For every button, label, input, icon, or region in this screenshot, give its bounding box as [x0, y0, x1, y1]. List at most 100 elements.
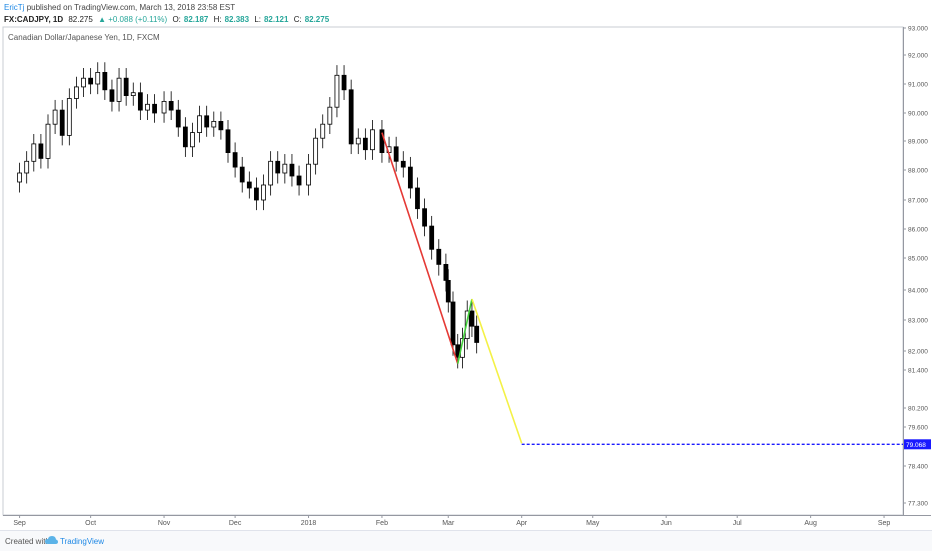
- chart-title: Canadian Dollar/Japanese Yen, 1D, FXCM: [8, 33, 160, 42]
- candle-body: [239, 166, 245, 183]
- candle-body: [348, 89, 354, 145]
- y-tick-label: 92.000: [908, 53, 928, 60]
- footer-bar: Created with TradingView: [0, 530, 932, 551]
- candle-body: [17, 172, 22, 183]
- candle-body: [161, 101, 167, 114]
- candle-body: [182, 126, 188, 148]
- candle-body: [334, 74, 340, 108]
- candle-body: [88, 77, 94, 85]
- candle-body: [197, 115, 202, 134]
- x-tick-label: Apr: [516, 520, 528, 527]
- candle-body: [370, 129, 375, 151]
- candle-body: [282, 163, 288, 174]
- y-tick-label: 78.400: [908, 464, 928, 471]
- candle-body: [407, 166, 413, 189]
- candle-body: [81, 77, 86, 88]
- candle-body: [145, 103, 150, 111]
- candle-body: [225, 129, 231, 154]
- y-tick-label: 90.000: [908, 111, 928, 118]
- y-tick-label: 86.000: [908, 227, 928, 234]
- candle-body: [123, 77, 129, 96]
- candle-body: [355, 137, 361, 145]
- candle-body: [246, 181, 252, 189]
- candle-body: [232, 152, 238, 168]
- trend-line: [471, 298, 523, 444]
- created-with-text: Created with: [5, 537, 50, 546]
- y-tick-label: 93.000: [908, 26, 928, 33]
- close-value: 82.275: [304, 15, 330, 24]
- trend-line: [381, 132, 459, 364]
- candle-body: [45, 123, 51, 159]
- y-tick-label: 83.000: [908, 318, 928, 325]
- y-tick-label: 85.000: [908, 256, 928, 263]
- x-tick-label: Mar: [442, 520, 455, 527]
- x-tick-label: Sep: [878, 520, 891, 527]
- candle-body: [313, 137, 319, 165]
- high-label: H:: [213, 15, 222, 24]
- close-label: C:: [293, 15, 302, 24]
- candle-body: [268, 160, 274, 186]
- x-tick-label: Oct: [85, 520, 96, 527]
- y-tick-label: 80.200: [908, 406, 928, 413]
- candle-body: [38, 143, 44, 159]
- candle-body: [275, 160, 281, 174]
- high-value: 82.383: [224, 15, 250, 24]
- x-tick-label: Aug: [804, 520, 817, 527]
- candle-body: [474, 325, 480, 343]
- candle-body: [31, 143, 37, 162]
- publish-info: EricTj published on TradingView.com, Mar…: [4, 3, 235, 12]
- x-tick-label: Nov: [158, 520, 171, 527]
- target-price-badge: [904, 439, 931, 450]
- candle-body: [254, 187, 259, 201]
- candle-body: [204, 115, 210, 128]
- tradingview-link[interactable]: TradingView: [60, 537, 105, 546]
- candle-body: [109, 89, 115, 102]
- candle-body: [116, 77, 122, 102]
- x-tick-label: May: [586, 520, 600, 527]
- candle-body: [436, 248, 442, 265]
- candle-body: [415, 187, 420, 210]
- candle-body: [443, 263, 449, 281]
- x-tick-label: Jul: [733, 520, 742, 527]
- x-tick-label: Sep: [13, 520, 26, 527]
- candle-body: [66, 98, 72, 136]
- candle-body: [24, 160, 30, 174]
- x-tick-label: 2018: [301, 520, 317, 527]
- candle-body: [393, 146, 399, 162]
- candle-body: [289, 163, 295, 177]
- symbol-label[interactable]: FX:CADJPY, 1D: [4, 15, 64, 24]
- candle-body: [52, 109, 58, 125]
- y-tick-label: 91.000: [908, 82, 928, 89]
- candle-body: [218, 121, 224, 131]
- candle-body: [400, 160, 406, 168]
- candle-body: [469, 310, 475, 327]
- y-tick-label: 84.000: [908, 288, 928, 295]
- author-link[interactable]: EricTj: [4, 3, 25, 12]
- open-label: O:: [172, 15, 181, 24]
- candle-body: [261, 184, 266, 201]
- y-tick-label: 87.000: [908, 198, 928, 205]
- last-price: 82.275: [68, 15, 93, 24]
- candle-body: [306, 163, 311, 186]
- x-tick-label: Dec: [229, 520, 242, 527]
- candle-body: [445, 279, 451, 303]
- price-change: ▲ +0.088 (+0.11%): [98, 15, 168, 24]
- candle-body: [130, 92, 136, 96]
- low-value: 82.121: [263, 15, 289, 24]
- candle-body: [327, 106, 333, 125]
- candle-body: [362, 137, 368, 151]
- candle-body: [211, 121, 217, 128]
- candle-body: [168, 101, 174, 111]
- target-price-label: 79.068: [906, 442, 926, 449]
- candle-body: [341, 74, 347, 91]
- candle-body: [422, 208, 427, 227]
- y-tick-label: 88.000: [908, 168, 928, 175]
- symbol-legend: FX:CADJPY, 1D 82.275 ▲ +0.088 (+0.11%) O…: [4, 15, 332, 24]
- candle-body: [137, 92, 143, 111]
- x-tick-label: Jun: [661, 520, 672, 527]
- open-value: 82.187: [183, 15, 209, 24]
- candle-body: [59, 109, 65, 136]
- candle-body: [190, 132, 195, 148]
- candle-body: [102, 72, 108, 91]
